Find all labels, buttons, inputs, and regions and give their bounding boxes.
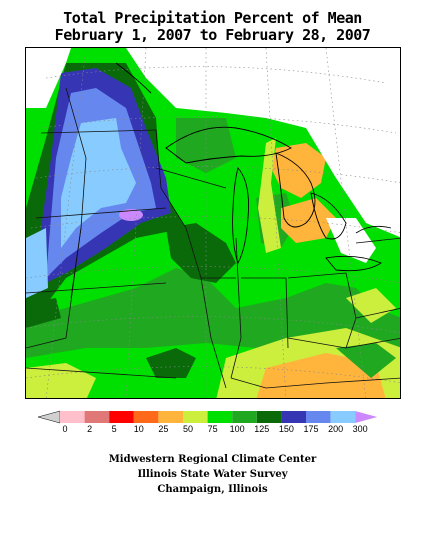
precip-region-light-blue: [61, 118, 136, 248]
legend-swatch-2: [84, 411, 110, 423]
precip-region-dark-green-central: [166, 223, 236, 283]
precip-region-yellow-green-ohio: [346, 288, 396, 323]
precip-region-green-up: [176, 118, 236, 173]
precip-region-green-east: [336, 343, 396, 378]
legend-swatch-5: [158, 411, 183, 423]
no-data-region-north: [126, 48, 400, 238]
legend-label: 50: [182, 424, 194, 434]
legend-label: 175: [303, 424, 319, 434]
credit-line-3: Champaign, Illinois: [157, 484, 268, 495]
legend-swatch-7: [207, 411, 233, 423]
legend-swatch-10: [281, 411, 306, 423]
legend-swatch-3: [109, 411, 134, 423]
map-title-line-2: February 1, 2007 to February 28, 2007: [54, 26, 371, 44]
precipitation-map-canvas: [26, 48, 400, 398]
legend-swatch-9: [256, 411, 282, 423]
credit-line-1: Midwestern Regional Climate Center: [108, 454, 317, 465]
legend-label: 150: [278, 424, 294, 434]
legend-label: 75: [207, 424, 218, 434]
legend-label: 200: [328, 424, 344, 434]
legend-swatch-6: [183, 411, 208, 423]
great-lakes-outline: [115, 62, 392, 272]
color-legend: [38, 410, 378, 424]
legend-label: 25: [158, 424, 169, 434]
legend-swatch-1: [60, 411, 85, 423]
legend-swatch-12: [330, 411, 356, 423]
legend-label: 5: [111, 424, 117, 434]
legend-label: 300: [352, 424, 368, 434]
map-title-line-1: Total Precipitation Percent of Mean: [63, 9, 362, 27]
precip-region-yellow-green-michigan: [258, 138, 281, 253]
no-data-region-northwest: [26, 48, 71, 108]
precipitation-map: [25, 47, 401, 399]
precip-region-dark-green-south: [146, 348, 196, 378]
legend-swatch-8: [232, 411, 257, 423]
precip-region-dark-green-sw: [26, 298, 61, 328]
legend-label: 2: [87, 424, 93, 434]
precip-region-orange-se: [256, 353, 386, 398]
legend-label: 10: [133, 424, 144, 434]
credit-line-2: Illinois State Water Survey: [137, 469, 288, 480]
legend-label: 100: [229, 424, 245, 434]
graticule: [26, 48, 400, 398]
legend-label: 125: [254, 424, 270, 434]
legend-swatch-4: [133, 411, 159, 423]
state-boundaries: [26, 87, 400, 389]
legend-swatch-13: [355, 411, 378, 423]
legend-swatch-0: [38, 410, 61, 424]
precip-region-lavender: [119, 209, 143, 221]
precip-region-light-blue-west: [26, 228, 48, 298]
legend-swatch-11: [306, 411, 331, 423]
legend-label: 0: [62, 424, 68, 434]
